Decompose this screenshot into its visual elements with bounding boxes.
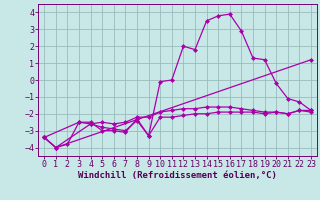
X-axis label: Windchill (Refroidissement éolien,°C): Windchill (Refroidissement éolien,°C) [78, 171, 277, 180]
